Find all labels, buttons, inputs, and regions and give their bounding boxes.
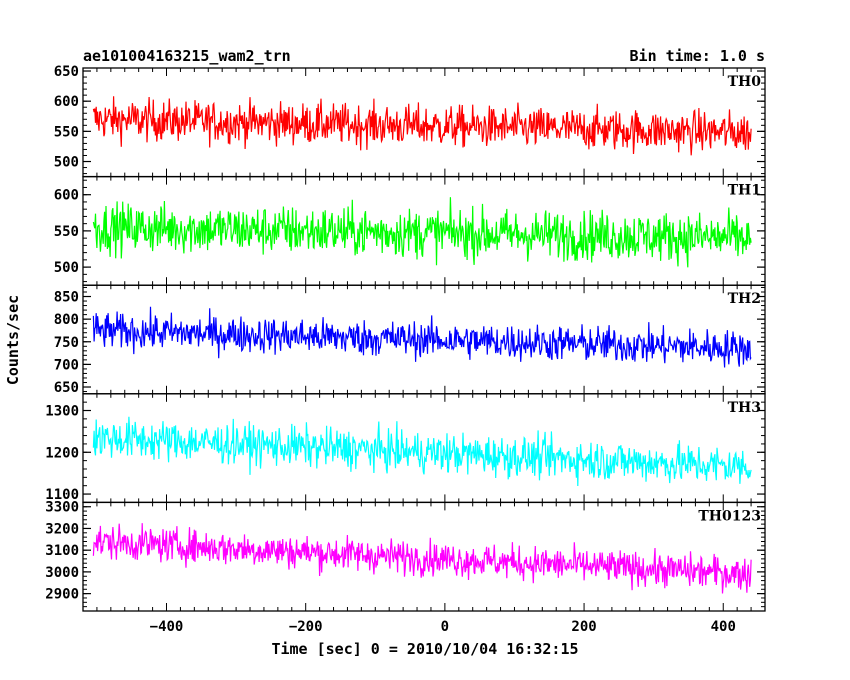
y-tick-label: 1100: [45, 487, 79, 503]
panel-frame: [82, 501, 766, 612]
series-line-th0123: [92, 523, 752, 594]
y-tick-label: 3200: [45, 521, 79, 537]
y-axis-label: Counts/sec: [4, 295, 22, 385]
panel-label: TH0: [728, 74, 762, 90]
x-tick-label: 0: [441, 619, 449, 635]
y-tick-label: 1300: [45, 404, 79, 420]
x-tick-label: 400: [711, 619, 736, 635]
panel-label: TH3: [728, 400, 761, 416]
y-tick-label: 500: [54, 155, 79, 171]
y-tick-label: 750: [54, 335, 79, 351]
panel-th0123: 2900 3000 3100 3200 3300 TH0123: [45, 500, 766, 612]
y-tick-label: 600: [54, 94, 79, 110]
panel-th1: 500 550 600 TH1: [54, 175, 766, 286]
y-tick-label: 550: [54, 124, 79, 140]
panel-th0: 500 550 600 650 TH0: [54, 64, 766, 178]
series-line-th0: [92, 96, 752, 156]
y-tick-label: 600: [54, 188, 79, 204]
panel-th3: 1100 1200 1300 TH3: [45, 393, 766, 504]
y-tick-label: 700: [54, 357, 79, 373]
panel-label: TH0123: [698, 508, 761, 524]
y-tick-label: 650: [54, 380, 79, 396]
x-axis: −400 −200 0 200 400: [150, 619, 736, 635]
x-axis-label: Time [sec] 0 = 2010/10/04 16:32:15: [271, 640, 578, 658]
panel-label: TH1: [728, 183, 761, 199]
chart-title: ae101004163215_wam2_trn: [83, 47, 291, 65]
y-tick-label: 3100: [45, 543, 79, 559]
series-line-th3: [92, 416, 752, 487]
y-tick-label: 3000: [45, 565, 79, 581]
x-tick-label: 200: [571, 619, 596, 635]
series-line-th1: [92, 197, 752, 268]
x-tick-label: −200: [289, 619, 323, 635]
panel-stack: 500 550 600 650 TH0 500 550 600 TH1 650 700 750 800 8…: [45, 64, 766, 612]
panel-label: TH2: [728, 291, 761, 307]
y-tick-label: 500: [54, 260, 79, 276]
y-tick-label: 650: [54, 64, 79, 80]
panel-th2: 650 700 750 800 850 TH2: [54, 284, 766, 396]
y-tick-label: 3300: [45, 500, 79, 516]
y-tick-label: 2900: [45, 587, 79, 603]
y-tick-label: 550: [54, 224, 79, 240]
y-tick-label: 1200: [45, 445, 79, 461]
x-tick-label: −400: [150, 619, 184, 635]
y-tick-label: 850: [54, 290, 79, 306]
y-tick-label: 800: [54, 312, 79, 328]
bin-time-label: Bin time: 1.0 s: [630, 47, 765, 65]
series-line-th2: [92, 306, 752, 368]
